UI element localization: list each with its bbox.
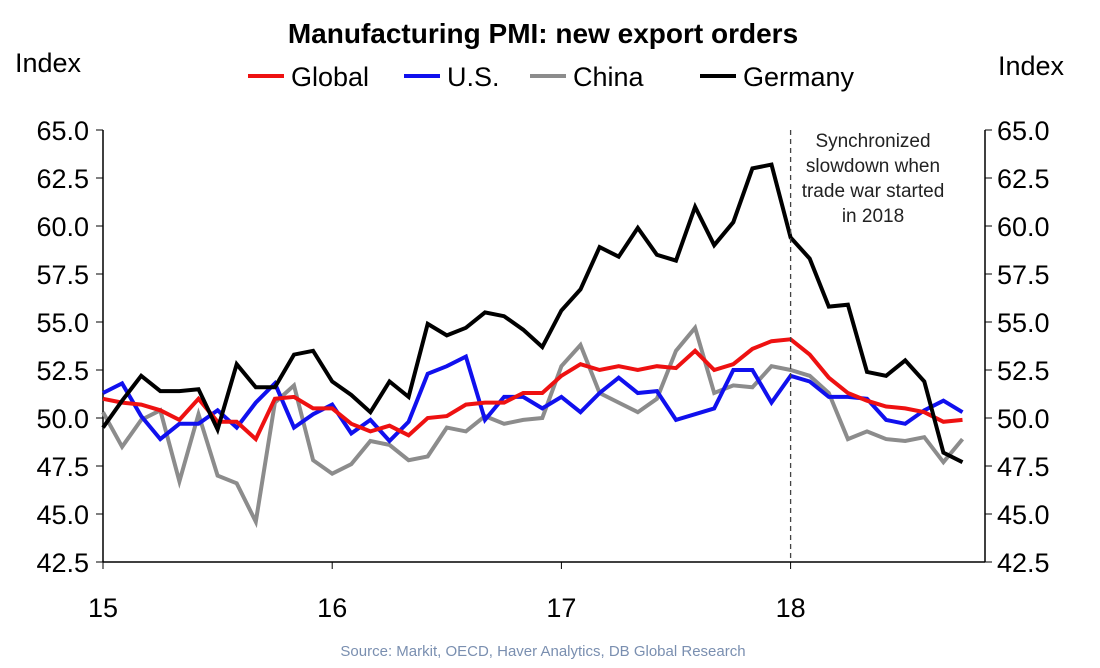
- y-tick-label-right: 62.5: [997, 164, 1050, 194]
- y-tick-label-left: 65.0: [36, 116, 89, 146]
- y-tick-label-right: 60.0: [997, 212, 1050, 242]
- x-tick-label: 18: [776, 593, 806, 623]
- y-tick-label-right: 65.0: [997, 116, 1050, 146]
- y-tick-label-left: 60.0: [36, 212, 89, 242]
- legend-label: China: [573, 62, 645, 92]
- y-tick-label-right: 42.5: [997, 548, 1050, 578]
- legend-label: Global: [291, 62, 369, 92]
- chart-title: Manufacturing PMI: new export orders: [288, 18, 798, 49]
- x-tick-label: 16: [317, 593, 347, 623]
- y-tick-label-right: 50.0: [997, 404, 1050, 434]
- series-line-china: [101, 323, 965, 529]
- y-tick-label-right: 55.0: [997, 308, 1050, 338]
- series-line-global: [102, 337, 963, 443]
- legend-label: U.S.: [447, 62, 500, 92]
- x-tick-label: 17: [546, 593, 576, 623]
- y-tick-label-right: 47.5: [997, 452, 1050, 482]
- annotation-line: slowdown when: [806, 156, 940, 177]
- y-tick-label-left: 45.0: [36, 500, 89, 530]
- annotation: Synchronized slowdown when trade war start…: [789, 130, 945, 562]
- y-tick-label-left: 47.5: [36, 452, 89, 482]
- y-tick-label-left: 55.0: [36, 308, 89, 338]
- y-tick-label-left: 50.0: [36, 404, 89, 434]
- legend-label: Germany: [743, 62, 855, 92]
- x-tick-label: 15: [88, 593, 118, 623]
- annotation-line: in 2018: [842, 206, 904, 227]
- y-tick-label-right: 45.0: [997, 500, 1050, 530]
- y-tick-label-left: 42.5: [36, 548, 89, 578]
- y-tick-label-right: 52.5: [997, 356, 1050, 386]
- y-tick-label-left: 52.5: [36, 356, 89, 386]
- legend: Global U.S. China Germany: [248, 62, 855, 92]
- series-line-us: [102, 353, 964, 444]
- right-axis-label: Index: [998, 51, 1065, 81]
- series-line-germany: [101, 162, 964, 464]
- left-axis-label: Index: [15, 48, 82, 78]
- source-note: Source: Markit, OECD, Haver Analytics, D…: [340, 643, 745, 660]
- annotation-line: Synchronized: [815, 131, 930, 152]
- annotation-line: trade war started: [802, 181, 945, 202]
- y-tick-label-right: 57.5: [997, 260, 1050, 290]
- y-tick-label-left: 57.5: [36, 260, 89, 290]
- y-tick-label-left: 62.5: [36, 164, 89, 194]
